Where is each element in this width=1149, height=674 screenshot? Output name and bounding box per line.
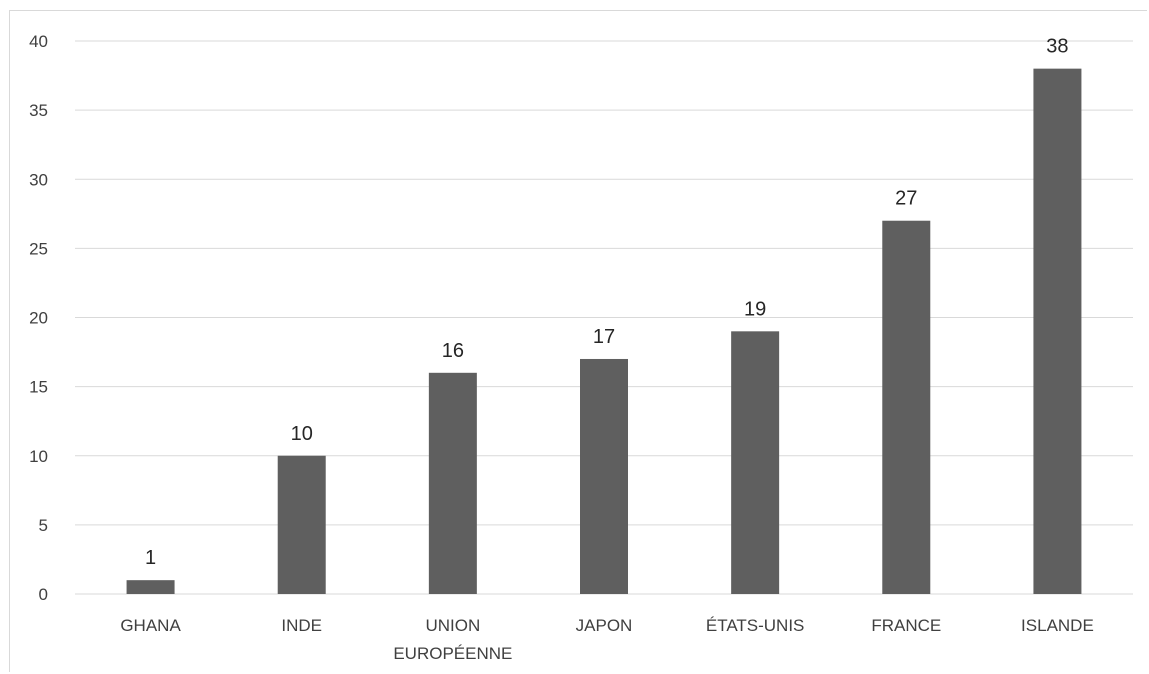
bar	[731, 331, 780, 594]
bar	[428, 372, 477, 594]
bar	[882, 220, 931, 594]
x-axis-category-labels: GHANA INDE UNION EUROPÉENNE JAPON ÉTATS-UNIS F…	[120, 616, 1093, 663]
y-tick-label: 10	[29, 447, 48, 466]
bar	[580, 358, 628, 594]
y-tick-label: 40	[29, 32, 48, 51]
y-tick-label: 20	[29, 309, 48, 328]
x-category-label: ISLANDE	[1021, 616, 1094, 635]
x-category-label: INDE	[281, 616, 322, 635]
x-category-label: FRANCE	[871, 616, 941, 635]
data-label: 10	[291, 423, 313, 445]
x-category-label: JAPON	[576, 616, 633, 635]
y-tick-label: 25	[29, 239, 48, 258]
x-category-label: ÉTATS-UNIS	[706, 616, 805, 635]
chart-frame	[9, 10, 1147, 672]
y-tick-label: 35	[29, 101, 48, 120]
x-category-label: UNION	[425, 616, 480, 635]
y-tick-label: 15	[29, 378, 48, 397]
y-tick-label: 0	[39, 585, 48, 604]
bar	[277, 455, 326, 594]
data-label: 16	[442, 340, 464, 362]
bar	[126, 580, 175, 594]
bar	[1033, 68, 1082, 594]
y-axis-tick-labels: 0 5 10 15 20 25 30 35 40	[29, 32, 48, 604]
bars	[126, 68, 1082, 594]
data-label: 27	[895, 188, 917, 210]
data-label: 17	[593, 326, 615, 348]
data-label: 38	[1046, 36, 1068, 58]
data-label: 1	[145, 547, 156, 569]
x-category-label: EUROPÉENNE	[393, 644, 512, 663]
y-tick-label: 30	[29, 170, 48, 189]
data-label: 19	[744, 298, 766, 320]
x-category-label: GHANA	[120, 616, 181, 635]
data-labels: 1 10 16 17 19 27 38	[145, 36, 1069, 570]
y-tick-label: 5	[39, 516, 48, 535]
